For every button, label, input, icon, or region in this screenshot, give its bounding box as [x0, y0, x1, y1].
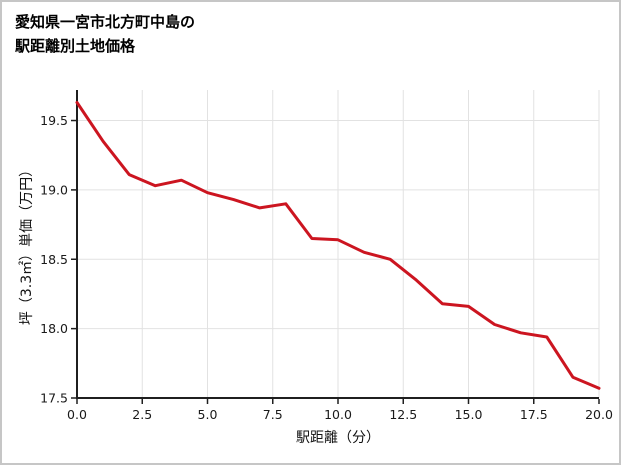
y-tick-label: 19.0	[40, 182, 68, 197]
price-line-series	[75, 101, 601, 390]
x-tick-label: 5.0	[198, 407, 218, 422]
chart-title-line1: 愛知県一宮市北方町中島の	[15, 13, 196, 31]
y-tick-label: 18.0	[40, 321, 68, 336]
x-tick-label: 17.5	[520, 407, 548, 422]
x-tick-label: 20.0	[585, 407, 613, 422]
x-tick-label: 2.5	[132, 407, 152, 422]
y-tick-label: 17.5	[40, 391, 68, 406]
chart-title-line2: 駅距離別土地価格	[15, 37, 136, 55]
x-tick-label: 15.0	[455, 407, 483, 422]
x-tick-label: 10.0	[324, 407, 352, 422]
x-tick-label: 0.0	[67, 407, 87, 422]
y-tick-label: 19.5	[40, 113, 68, 128]
x-tick-label: 12.5	[389, 407, 417, 422]
y-axis-label: 坪（3.3㎡）単価（万円）	[19, 162, 35, 326]
x-tick-label: 7.5	[263, 407, 283, 422]
chart-title: 愛知県一宮市北方町中島の 駅距離別土地価格	[15, 10, 195, 58]
y-tick-label: 18.5	[40, 252, 68, 267]
x-axis-label: 駅距離（分）	[296, 430, 380, 446]
